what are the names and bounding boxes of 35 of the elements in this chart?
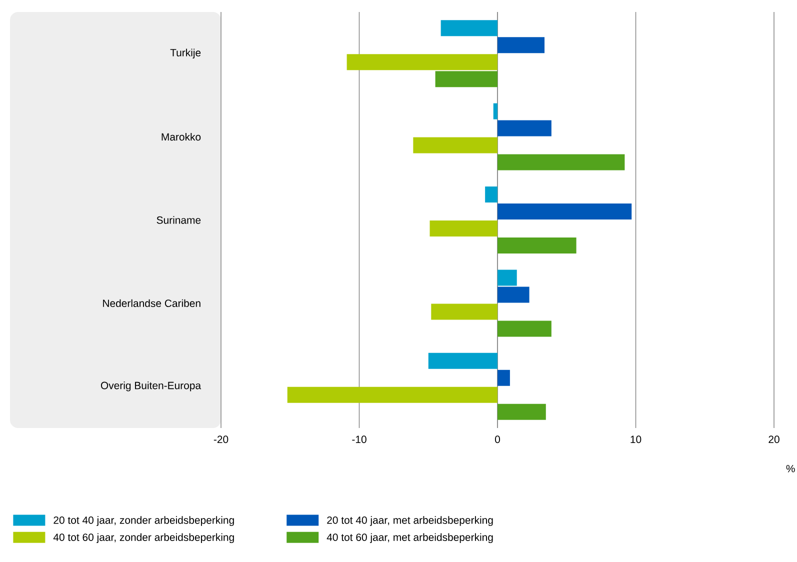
bar [440, 20, 498, 36]
bar [498, 286, 530, 303]
bar [428, 352, 498, 369]
bar [430, 220, 498, 236]
bar [413, 137, 498, 154]
bar [498, 370, 510, 386]
bar [435, 71, 498, 88]
bar [498, 120, 552, 136]
bar [498, 37, 545, 54]
bar [498, 270, 517, 286]
bar [287, 386, 498, 403]
x-tick-label: 0 [495, 436, 500, 444]
x-tick-label: 10 [630, 436, 642, 444]
x-tick-label: -10 [352, 436, 366, 444]
bar [485, 186, 498, 202]
y-tick-label: Turkije [170, 48, 201, 58]
legend-label: 20 tot 40 jaar, zonder arbeidsbeperking [54, 516, 234, 526]
bar [346, 54, 498, 70]
legend-label: 20 tot 40 jaar, met arbeidsbeperking [327, 516, 493, 526]
y-tick-label: Nederlandse Cariben [103, 299, 200, 308]
legend-label: 40 tot 60 jaar, zonder arbeidsbeperking [53, 533, 234, 544]
legend-label: 40 tot 60 jaar, met arbeidsbeperking [326, 533, 493, 544]
x-axis-title: % [786, 464, 795, 472]
x-tick-label: 20 [768, 436, 780, 444]
y-tick-label: Marokko [162, 132, 201, 141]
bar [493, 103, 498, 120]
bar [498, 154, 625, 170]
bar [498, 203, 632, 220]
bar [498, 404, 546, 420]
bar [431, 304, 498, 320]
bar [498, 320, 552, 337]
x-tick-label: -20 [214, 436, 228, 444]
y-tick-label: Suriname [156, 216, 201, 224]
bar [498, 237, 576, 254]
y-tick-label: Overig Buiten-Europa [100, 382, 202, 392]
